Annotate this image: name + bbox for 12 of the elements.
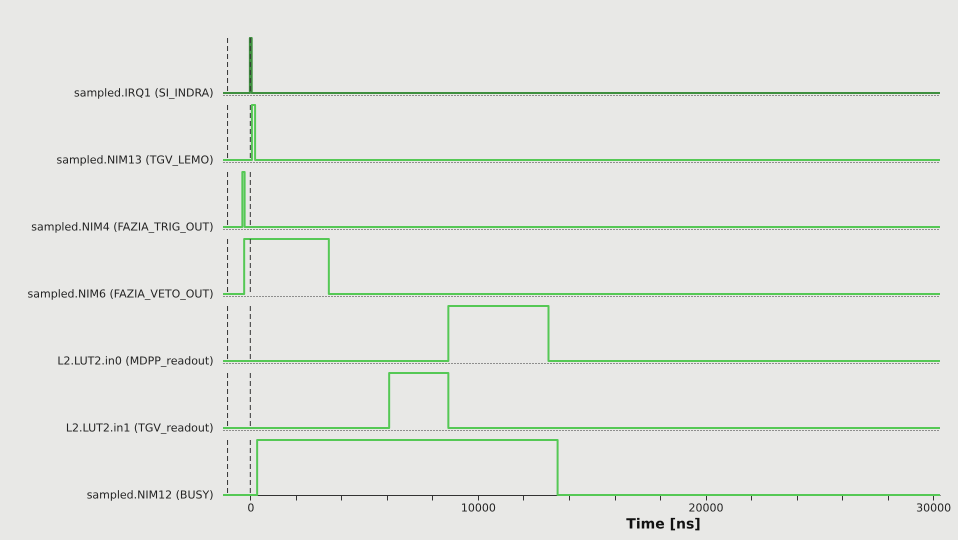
x-tick-label: 30000 — [916, 502, 952, 514]
y-axis-title: sampled.NIM4 (FAZIA_TRIG_OUT) — [31, 220, 214, 234]
y-axis-title: L2.LUT2.in1 (TGV_readout) — [66, 422, 214, 434]
y-axis-title: sampled.NIM12 (BUSY) — [86, 488, 214, 502]
x-tick-label: 0 — [247, 502, 254, 514]
x-axis-title: Time [ns] — [626, 516, 701, 532]
y-axis-title: sampled.NIM6 (FAZIA_VETO_OUT) — [28, 288, 214, 300]
x-tick-label: 10000 — [460, 502, 496, 514]
y-axis-title: sampled.NIM13 (TGV_LEMO) — [56, 154, 214, 166]
y-axis-title: L2.LUT2.in0 (MDPP_readout) — [57, 354, 214, 368]
y-axis-title: sampled.IRQ1 (SI_INDRA) — [74, 86, 214, 100]
x-tick-label: 20000 — [688, 502, 724, 514]
